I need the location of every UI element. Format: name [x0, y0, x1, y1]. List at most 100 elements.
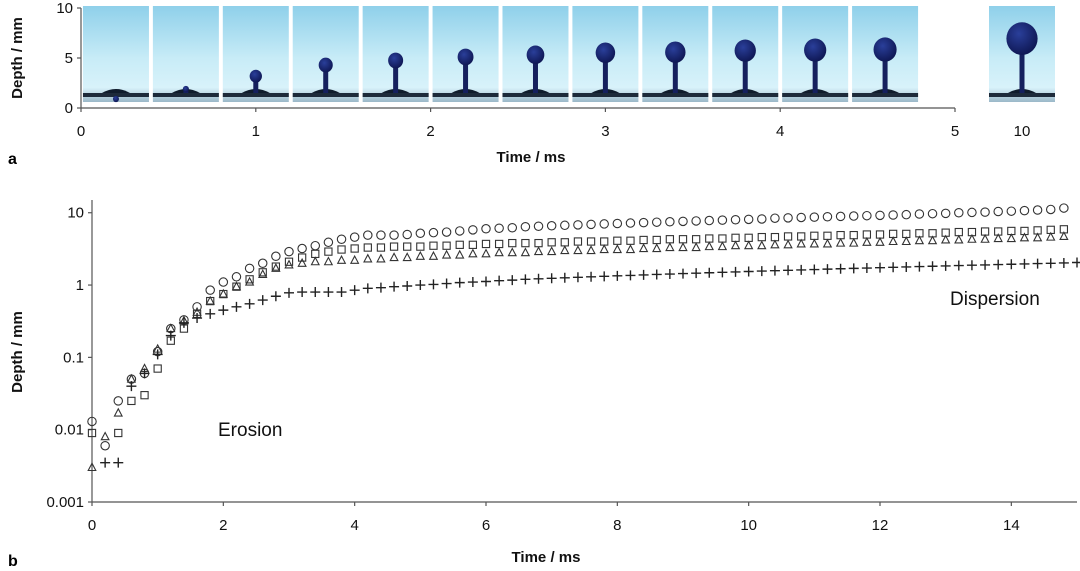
data-point-plus — [402, 281, 413, 292]
data-point-circle — [757, 214, 767, 224]
data-point-circle — [783, 213, 793, 223]
data-point-plus — [769, 265, 780, 276]
panel-b-x-tick-label: 12 — [872, 517, 889, 534]
data-point-circle — [1032, 205, 1043, 215]
frame-crater-mound — [101, 89, 130, 93]
panel-a-y-tick-label: 10 — [56, 0, 73, 17]
frame-jet-stem — [602, 47, 608, 93]
data-point-square — [757, 232, 766, 242]
data-point-circle — [349, 232, 360, 242]
data-point-plus — [533, 273, 544, 284]
data-point-plus — [100, 457, 111, 468]
data-point-triangle — [914, 235, 925, 245]
data-point-circle — [441, 227, 452, 237]
data-point-circle — [415, 228, 426, 239]
data-point-triangle — [363, 253, 373, 263]
frame-jet-stem — [393, 57, 399, 93]
data-point-square — [403, 242, 412, 251]
image-frames — [82, 6, 1055, 103]
panel-b-x-tick-label: 6 — [482, 517, 490, 534]
frame-jet-head — [318, 57, 333, 73]
frame-jet-stem — [463, 53, 469, 93]
panel-a-y-tick-label: 5 — [65, 50, 73, 67]
image-frame — [712, 6, 779, 102]
data-point-plus — [389, 281, 400, 292]
data-point-circle — [862, 210, 872, 221]
data-point-plus — [1019, 258, 1030, 269]
data-point-circle — [363, 230, 373, 240]
frame-jet-head — [873, 37, 897, 62]
data-point-circle — [665, 217, 675, 227]
data-point-square — [245, 275, 254, 284]
data-point-circle — [980, 207, 990, 217]
data-point-square — [153, 364, 162, 373]
data-point-square — [586, 237, 596, 246]
data-point-square — [468, 240, 478, 249]
data-point-square — [678, 235, 688, 244]
data-point-square — [416, 242, 425, 251]
data-point-triangle — [678, 242, 688, 252]
data-point-circle — [481, 224, 491, 234]
data-point-triangle — [652, 243, 662, 253]
data-point-circle — [113, 396, 124, 406]
data-point-circle — [599, 219, 609, 229]
image-frame — [782, 6, 849, 102]
frame-jet-stem — [742, 44, 748, 93]
data-point-plus — [796, 264, 807, 275]
data-point-circle — [809, 212, 820, 222]
data-point-plus — [1045, 258, 1056, 269]
data-point-circle — [310, 240, 321, 251]
data-point-plus — [231, 301, 242, 312]
data-point-plus — [297, 287, 308, 298]
data-point-plus — [940, 260, 951, 271]
data-point-circle — [533, 221, 544, 232]
frame-substrate — [782, 93, 849, 97]
data-point-triangle — [704, 241, 714, 251]
image-frame — [989, 6, 1055, 102]
panel-a-x-tick-label: 2 — [426, 123, 434, 140]
data-point-circle — [1019, 205, 1030, 216]
data-point-square — [573, 237, 583, 246]
data-point-triangle — [757, 240, 767, 250]
data-point-square — [639, 235, 648, 245]
data-point-plus — [336, 287, 347, 298]
panel-b-x-tick-label: 2 — [219, 517, 227, 534]
data-point-circle — [507, 222, 518, 233]
data-point-circle — [770, 213, 780, 223]
series-square — [87, 225, 1069, 438]
data-point-circle — [87, 416, 97, 427]
data-point-circle — [651, 217, 662, 227]
data-point-triangle — [113, 407, 123, 417]
data-point-circle — [704, 215, 715, 226]
data-point-plus — [966, 260, 977, 271]
data-point-plus — [507, 275, 518, 286]
data-point-triangle — [967, 233, 977, 243]
data-point-square — [691, 235, 701, 244]
image-frame — [152, 6, 219, 102]
data-point-plus — [599, 271, 610, 282]
data-point-plus — [730, 266, 741, 277]
frame-substrate — [642, 93, 709, 97]
data-point-circle — [743, 214, 754, 225]
data-point-plus — [572, 272, 583, 283]
data-point-square — [258, 268, 267, 277]
panel-a-x-tick-label: 3 — [601, 123, 609, 140]
image-frame — [572, 6, 639, 102]
data-point-circle — [494, 223, 504, 234]
data-point-square — [652, 235, 661, 245]
frame-substrate — [852, 93, 919, 97]
series-circle — [87, 203, 1069, 451]
panel-b-y-ticks: 0.001 0.01 0.1 1 10 — [46, 205, 92, 511]
data-point-square — [547, 238, 556, 247]
frame-background — [82, 6, 149, 102]
data-point-plus — [362, 283, 373, 294]
data-point-plus — [875, 262, 885, 273]
data-point-triangle — [743, 240, 754, 250]
data-point-triangle — [940, 234, 951, 244]
data-point-plus — [113, 457, 124, 468]
data-point-triangle — [402, 252, 412, 262]
frame-jet-stem — [672, 46, 678, 93]
data-point-plus — [126, 381, 137, 392]
data-point-triangle — [849, 237, 859, 247]
frame-jet-head — [804, 38, 827, 62]
